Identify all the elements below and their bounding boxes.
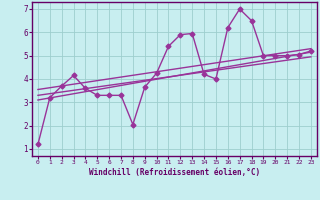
X-axis label: Windchill (Refroidissement éolien,°C): Windchill (Refroidissement éolien,°C) [89, 168, 260, 177]
